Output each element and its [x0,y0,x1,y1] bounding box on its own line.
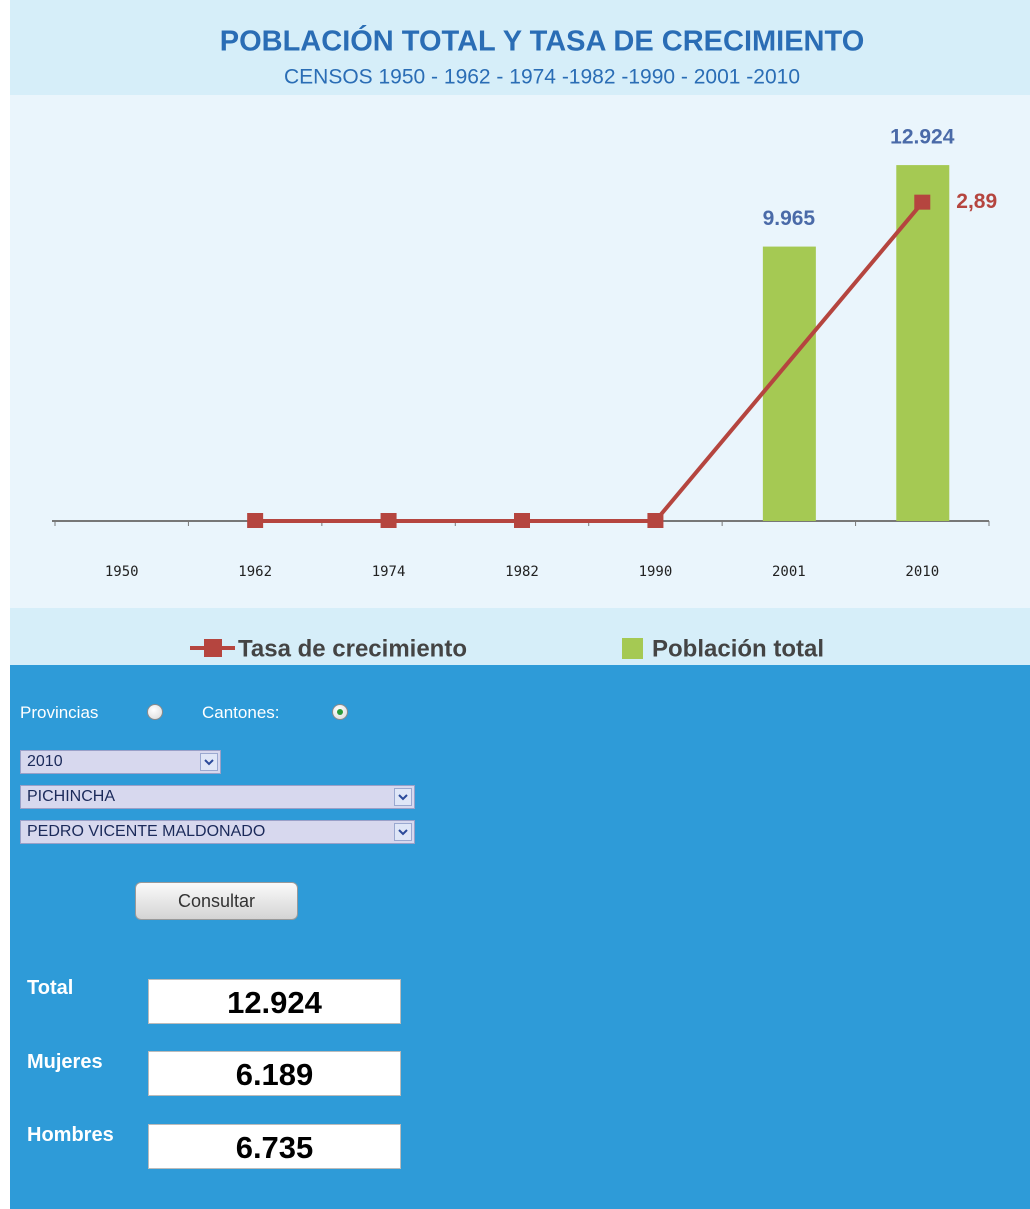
x-tick-label: 2001 [772,564,806,580]
line-marker [247,513,264,528]
legend-swatch [204,639,222,657]
province-select[interactable]: PICHINCHA [20,785,415,809]
line-marker [647,513,664,528]
select-text: PEDRO VICENTE MALDONADO [27,823,266,840]
legend-label: Población total [652,635,824,662]
result-label: Mujeres [27,1051,103,1073]
select-arrow [394,788,412,806]
radio-cantones[interactable] [332,704,348,720]
radio-label: Provincias [20,703,99,722]
x-tick-label: 1974 [372,564,406,580]
plot-area [10,95,1030,608]
result-label: Hombres [27,1124,114,1146]
result-label: Total [27,977,74,999]
year-select[interactable]: 2010 [20,750,221,774]
x-tick-label: 1950 [105,564,139,580]
legend-label: Tasa de crecimiento [238,635,467,662]
chart-subtitle: CENSOS 1950 - 1962 - 1974 -1982 -1990 - … [284,66,800,89]
chart-title: POBLACIÓN TOTAL Y TASA DE CRECIMIENTO [220,24,865,58]
consultar-button[interactable]: Consultar [135,882,298,920]
line-value-label: 2,89 [956,190,997,213]
line-marker [514,513,530,528]
canton-select[interactable]: PEDRO VICENTE MALDONADO [20,820,415,844]
bar-value-label: 9.965 [763,207,816,230]
chart: POBLACIÓN TOTAL Y TASA DE CRECIMIENTO CE… [10,0,1030,665]
radio-provincias[interactable] [147,704,163,720]
radio-label: Cantones: [202,703,280,722]
select-text: PICHINCHA [27,788,116,805]
select-text: 2010 [27,753,63,770]
bar [896,165,950,521]
x-tick-label: 1982 [505,564,539,580]
legend-swatch [622,638,643,659]
line-marker [914,194,931,210]
bar-value-label: 12.924 [890,126,955,149]
select-arrow [394,823,412,841]
select-arrow [200,753,218,771]
result-value: 12.924 [148,979,401,1024]
x-tick-label: 2010 [905,564,939,580]
legend-band [10,608,1030,665]
result-value: 6.189 [148,1051,401,1096]
x-tick-label: 1990 [639,564,673,580]
header-band [10,0,1030,95]
line-marker [380,513,397,528]
x-tick-label: 1962 [238,564,272,580]
result-value: 6.735 [148,1124,401,1169]
query-panel: Provincias Cantones: 2010 PICHINCHA PEDR… [10,665,1030,1209]
